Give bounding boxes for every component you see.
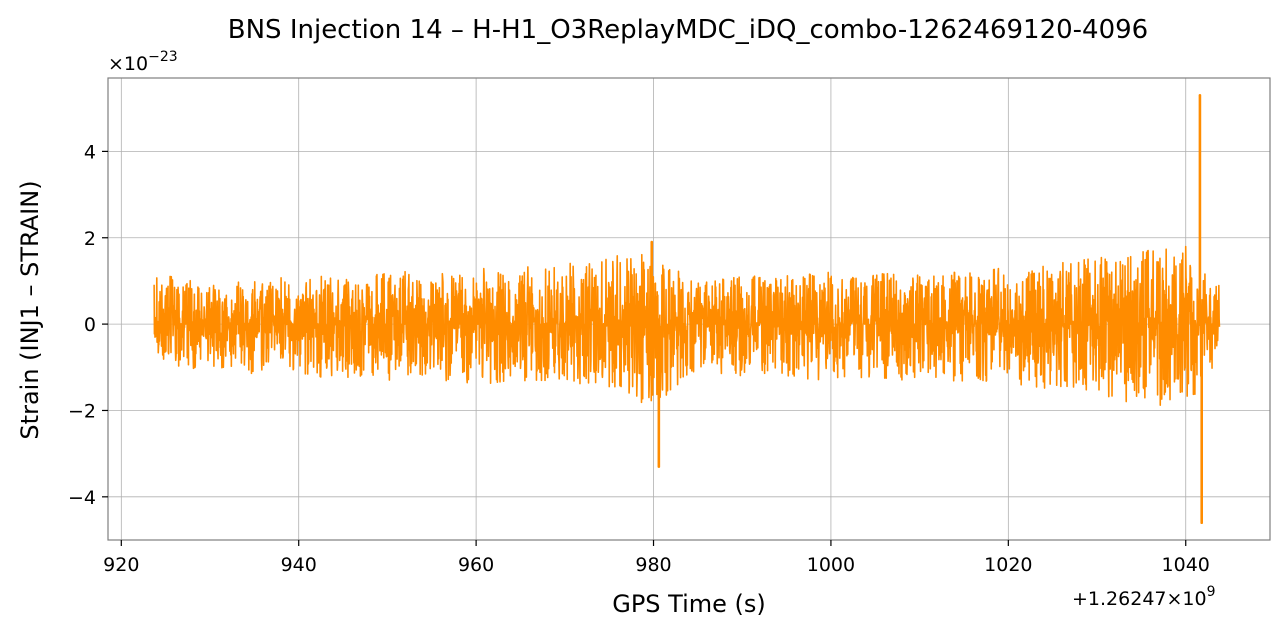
x-tick-label: 1040 xyxy=(1162,554,1210,576)
x-tick-label: 920 xyxy=(103,554,139,576)
y-scale-base: ×10 xyxy=(108,53,148,75)
x-offset-exponent: 9 xyxy=(1207,584,1216,600)
y-tick-label: −2 xyxy=(68,400,96,422)
y-axis-ticks: −4 −2 0 2 4 xyxy=(68,141,108,509)
chart-title: BNS Injection 14 – H-H1_O3ReplayMDC_iDQ_… xyxy=(228,15,1148,45)
y-tick-label: 4 xyxy=(84,141,96,163)
x-tick-label: 1000 xyxy=(807,554,855,576)
x-axis-ticks: 920 940 960 980 1000 1020 1040 xyxy=(103,540,1210,576)
x-axis-offset-label: +1.26247×109 xyxy=(1072,584,1216,610)
y-axis-scale-label: ×10−23 xyxy=(108,49,178,75)
y-axis-label: Strain (INJ1 – STRAIN) xyxy=(16,180,44,439)
x-tick-label: 980 xyxy=(635,554,671,576)
x-tick-label: 1020 xyxy=(984,554,1032,576)
y-tick-label: 0 xyxy=(84,314,96,336)
strain-series-line xyxy=(153,245,1221,406)
x-tick-label: 940 xyxy=(281,554,317,576)
series-layer xyxy=(153,93,1221,525)
y-scale-exponent: −23 xyxy=(148,49,178,65)
x-tick-label: 960 xyxy=(458,554,494,576)
plot-frame xyxy=(107,77,1271,541)
y-tick-label: −4 xyxy=(68,487,96,509)
x-axis-label: GPS Time (s) xyxy=(612,590,766,618)
x-offset-base: +1.26247×10 xyxy=(1072,588,1207,610)
y-tick-label: 2 xyxy=(84,228,96,250)
